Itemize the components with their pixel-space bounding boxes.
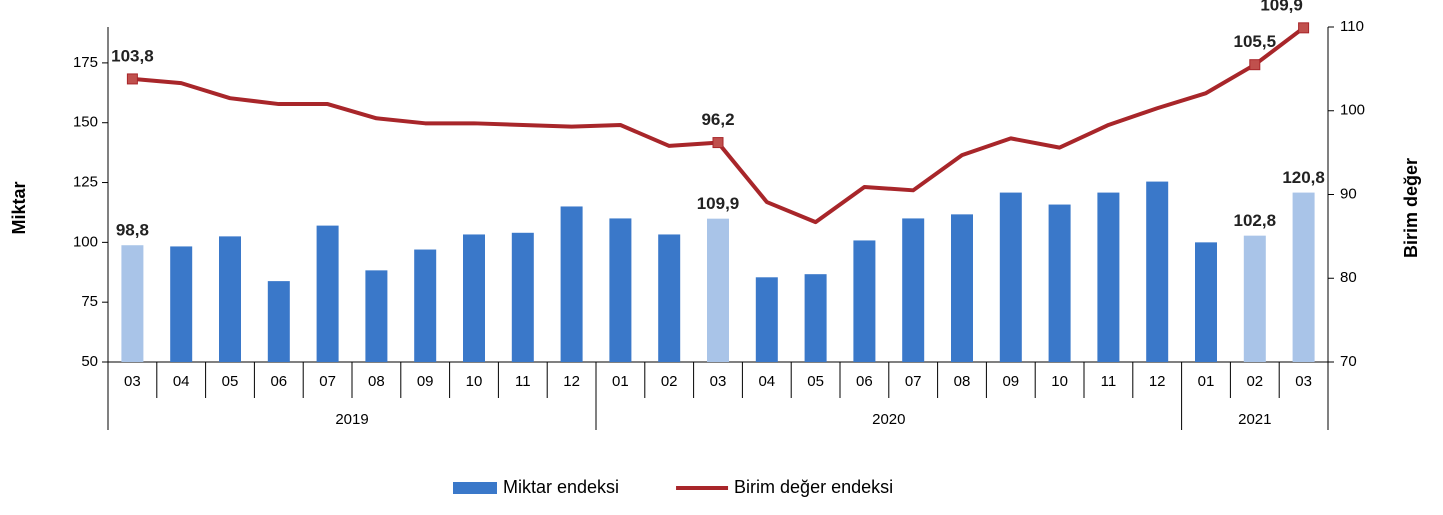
bar	[609, 218, 632, 362]
bar	[853, 240, 876, 362]
data-label: 103,8	[111, 46, 154, 65]
bar	[999, 192, 1022, 362]
bar	[267, 281, 290, 362]
bar	[1146, 181, 1169, 362]
y-tick-label: 150	[73, 114, 98, 131]
x-tick-label: 05	[807, 373, 824, 390]
x-tick-label: 05	[222, 373, 239, 390]
x-tick-label: 08	[368, 373, 385, 390]
bar	[365, 270, 388, 362]
x-tick-label: 03	[710, 373, 727, 390]
data-label: 105,5	[1234, 32, 1277, 51]
bar	[804, 274, 827, 362]
bar	[511, 232, 534, 362]
x-tick-label: 12	[1149, 373, 1166, 390]
x-tick-label: 11	[1101, 373, 1117, 390]
bar	[902, 218, 925, 362]
x-tick-label: 08	[954, 373, 971, 390]
bar	[170, 246, 193, 362]
y-tick-label: 75	[81, 293, 98, 310]
x-tick-label: 02	[661, 373, 678, 390]
y2-tick-label: 70	[1340, 353, 1357, 370]
x-tick-label: 11	[515, 373, 531, 390]
x-tick-label: 07	[905, 373, 922, 390]
bar	[560, 206, 583, 362]
x-group-label: 2020	[872, 411, 905, 428]
bar	[707, 218, 729, 362]
data-label: 109,9	[697, 194, 740, 213]
y2-tick-label: 100	[1340, 102, 1365, 119]
x-tick-label: 09	[1002, 373, 1019, 390]
y2-axis-label: Birim değer	[1401, 158, 1421, 258]
x-group-label: 2021	[1238, 411, 1271, 428]
data-label: 109,9	[1260, 0, 1303, 14]
bar	[1048, 204, 1071, 362]
y-tick-label: 100	[73, 233, 98, 250]
x-group-label: 2019	[335, 411, 368, 428]
data-label: 120,8	[1282, 168, 1325, 187]
x-tick-label: 04	[173, 373, 190, 390]
bar	[658, 234, 681, 362]
y2-tick-label: 110	[1340, 18, 1364, 35]
line-marker	[712, 137, 724, 149]
x-tick-label: 01	[1198, 373, 1215, 390]
bar	[951, 214, 973, 362]
bar	[1292, 192, 1315, 362]
y-tick-label: 50	[81, 353, 98, 370]
y-tick-label: 125	[73, 174, 98, 191]
data-label: 102,8	[1234, 211, 1277, 230]
x-tick-label: 06	[856, 373, 873, 390]
y2-tick-label: 90	[1340, 185, 1357, 202]
bar	[121, 245, 144, 362]
x-tick-label: 02	[1246, 373, 1263, 390]
data-label: 96,2	[701, 110, 734, 129]
data-label: 98,8	[116, 221, 149, 240]
legend-label: Birim değer endeksi	[734, 477, 893, 497]
bar	[414, 249, 437, 362]
x-tick-label: 06	[270, 373, 287, 390]
legend-swatch	[453, 482, 497, 494]
x-tick-label: 10	[466, 373, 483, 390]
line-marker	[1249, 59, 1261, 71]
x-tick-label: 01	[612, 373, 629, 390]
legend-label: Miktar endeksi	[503, 477, 619, 497]
y-tick-label: 175	[73, 54, 98, 71]
line-marker	[1298, 22, 1310, 34]
bar	[755, 277, 778, 362]
x-tick-label: 12	[563, 373, 580, 390]
x-tick-label: 04	[758, 373, 775, 390]
x-tick-label: 09	[417, 373, 434, 390]
line-marker	[126, 73, 138, 85]
bar	[219, 236, 241, 362]
x-tick-label: 07	[319, 373, 336, 390]
bar	[1195, 242, 1217, 362]
x-tick-label: 03	[124, 373, 141, 390]
bar	[463, 234, 485, 362]
x-tick-label: 03	[1295, 373, 1312, 390]
x-tick-label: 10	[1051, 373, 1068, 390]
y-axis-label: Miktar	[9, 181, 29, 234]
bar	[1243, 235, 1266, 362]
bar	[316, 225, 339, 362]
y2-tick-label: 80	[1340, 269, 1357, 286]
bar	[1097, 192, 1120, 362]
